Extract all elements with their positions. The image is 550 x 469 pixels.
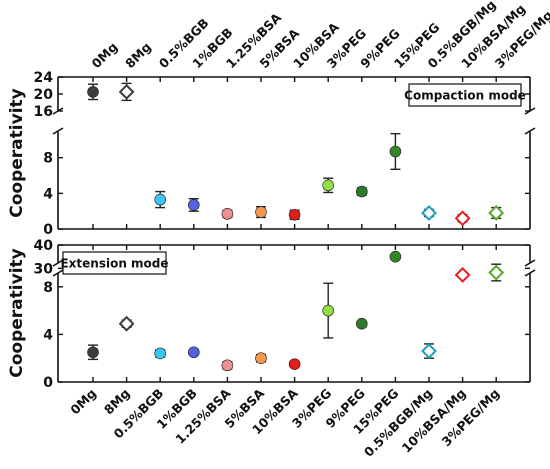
data-point-15%PEG bbox=[389, 145, 402, 158]
y-tick-label: 16 bbox=[34, 104, 53, 120]
data-point-0Mg bbox=[87, 346, 99, 359]
y-axis-label: Cooperativity bbox=[7, 88, 27, 217]
data-point-0.5%BGB bbox=[154, 193, 166, 206]
data-point-10%BSA bbox=[288, 208, 301, 221]
data-point-3%PEG bbox=[322, 179, 335, 192]
data-point-10%BSA/Mg bbox=[454, 210, 471, 227]
data-point-8Mg bbox=[118, 315, 135, 332]
y-tick-label: 8 bbox=[43, 280, 53, 296]
data-point-0.5%BGB/Mg bbox=[421, 205, 437, 221]
data-point-0.5%BGB/Mg bbox=[421, 343, 437, 359]
data-point-0.5%BGB bbox=[154, 347, 166, 360]
data-point-8Mg bbox=[118, 83, 135, 100]
data-point-5%BSA bbox=[255, 206, 267, 218]
mode-label-box bbox=[62, 251, 167, 275]
axis-break-mark bbox=[524, 127, 536, 135]
data-point-9%PEG bbox=[355, 317, 368, 330]
axis-break-mark bbox=[524, 259, 536, 267]
data-point-15%PEG bbox=[389, 250, 402, 263]
mode-label: Extension mode bbox=[60, 257, 168, 271]
data-point-10%BSA bbox=[288, 358, 301, 370]
data-point-3%PEG/Mg bbox=[488, 264, 505, 281]
y-axis-label: Cooperativity bbox=[7, 248, 27, 377]
x-category-label-top: 8Mg bbox=[122, 39, 154, 71]
data-point-1.25%BSA bbox=[221, 208, 234, 220]
axis-break-mark bbox=[52, 127, 64, 135]
x-category-label-top: 0Mg bbox=[89, 39, 121, 71]
x-category-label-bottom: 0Mg bbox=[67, 386, 99, 418]
data-point-1%BGB bbox=[188, 346, 200, 359]
mode-label-box bbox=[408, 83, 522, 107]
y-tick-label: 40 bbox=[34, 238, 54, 254]
y-tick-label: 30 bbox=[34, 261, 54, 277]
data-point-1.25%BSA bbox=[221, 359, 234, 372]
y-tick-label: 20 bbox=[34, 87, 54, 103]
y-tick-label: 4 bbox=[43, 186, 53, 202]
data-point-9%PEG bbox=[355, 185, 368, 198]
data-point-1%BGB bbox=[188, 199, 200, 211]
y-tick-label: 0 bbox=[43, 222, 53, 238]
y-tick-label: 8 bbox=[43, 151, 53, 167]
panel-extension: 0 4 8 30 40 Cooperativity Extension mode bbox=[7, 238, 536, 391]
mode-label: Compaction mode bbox=[404, 89, 526, 103]
data-point-10%BSA/Mg bbox=[454, 266, 471, 283]
data-point-3%PEG/Mg bbox=[488, 205, 505, 221]
axis-break-mark bbox=[524, 269, 536, 277]
y-tick-label: 0 bbox=[43, 375, 53, 391]
data-point-3%PEG bbox=[322, 304, 335, 317]
y-tick-label: 4 bbox=[43, 327, 53, 343]
axis-break-mark bbox=[52, 269, 64, 277]
axis-break-mark bbox=[52, 259, 64, 267]
y-tick-label: 24 bbox=[34, 70, 54, 86]
data-point-0Mg bbox=[87, 86, 99, 98]
data-point-5%BSA bbox=[255, 352, 267, 365]
